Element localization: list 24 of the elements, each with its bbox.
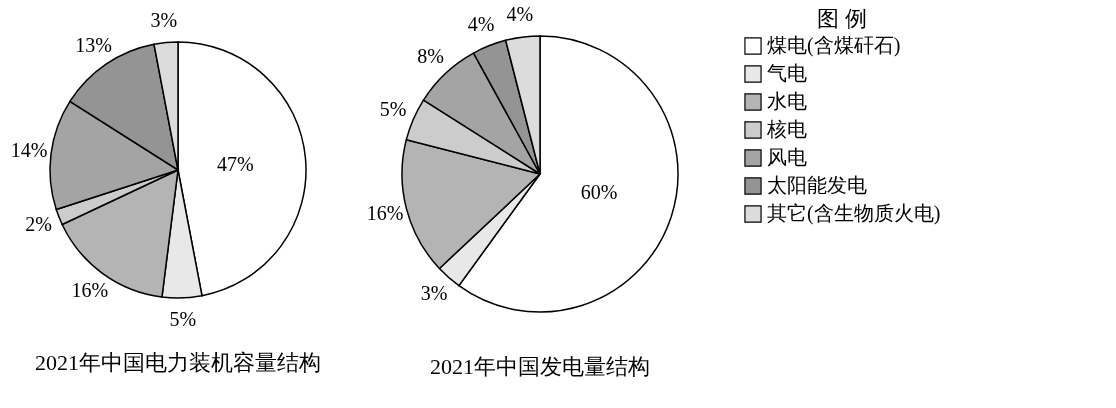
data-label: 16%	[366, 201, 404, 224]
data-label: 5%	[169, 307, 197, 330]
data-label: 2%	[25, 213, 52, 236]
data-label: 4%	[467, 13, 495, 36]
data-label: 47%	[217, 152, 254, 175]
legend-label: 太阳能发电	[767, 174, 867, 196]
legend-label: 水电	[767, 90, 807, 112]
data-label: 14%	[10, 139, 48, 162]
legend-label: 煤电(含煤矸石)	[767, 34, 901, 57]
data-label: 8%	[417, 45, 444, 68]
legend-label: 其它(含生物质火电)	[767, 202, 941, 225]
data-label: 3%	[150, 8, 178, 31]
data-label: 3%	[420, 282, 448, 305]
data-label: 60%	[580, 181, 618, 204]
legend-title: 图 例	[817, 6, 867, 31]
text: 2021年中国电力装机容量结构	[35, 350, 321, 375]
legend-label: 风电	[767, 146, 807, 168]
data-label: 4%	[506, 3, 534, 26]
legend-label: 核电	[766, 118, 807, 140]
data-label: 13%	[75, 33, 113, 56]
data-label: 16%	[71, 279, 109, 302]
data-label: 5%	[379, 98, 407, 121]
text: 2021年中国发电量结构	[430, 354, 650, 379]
legend-label: 气电	[767, 62, 807, 84]
